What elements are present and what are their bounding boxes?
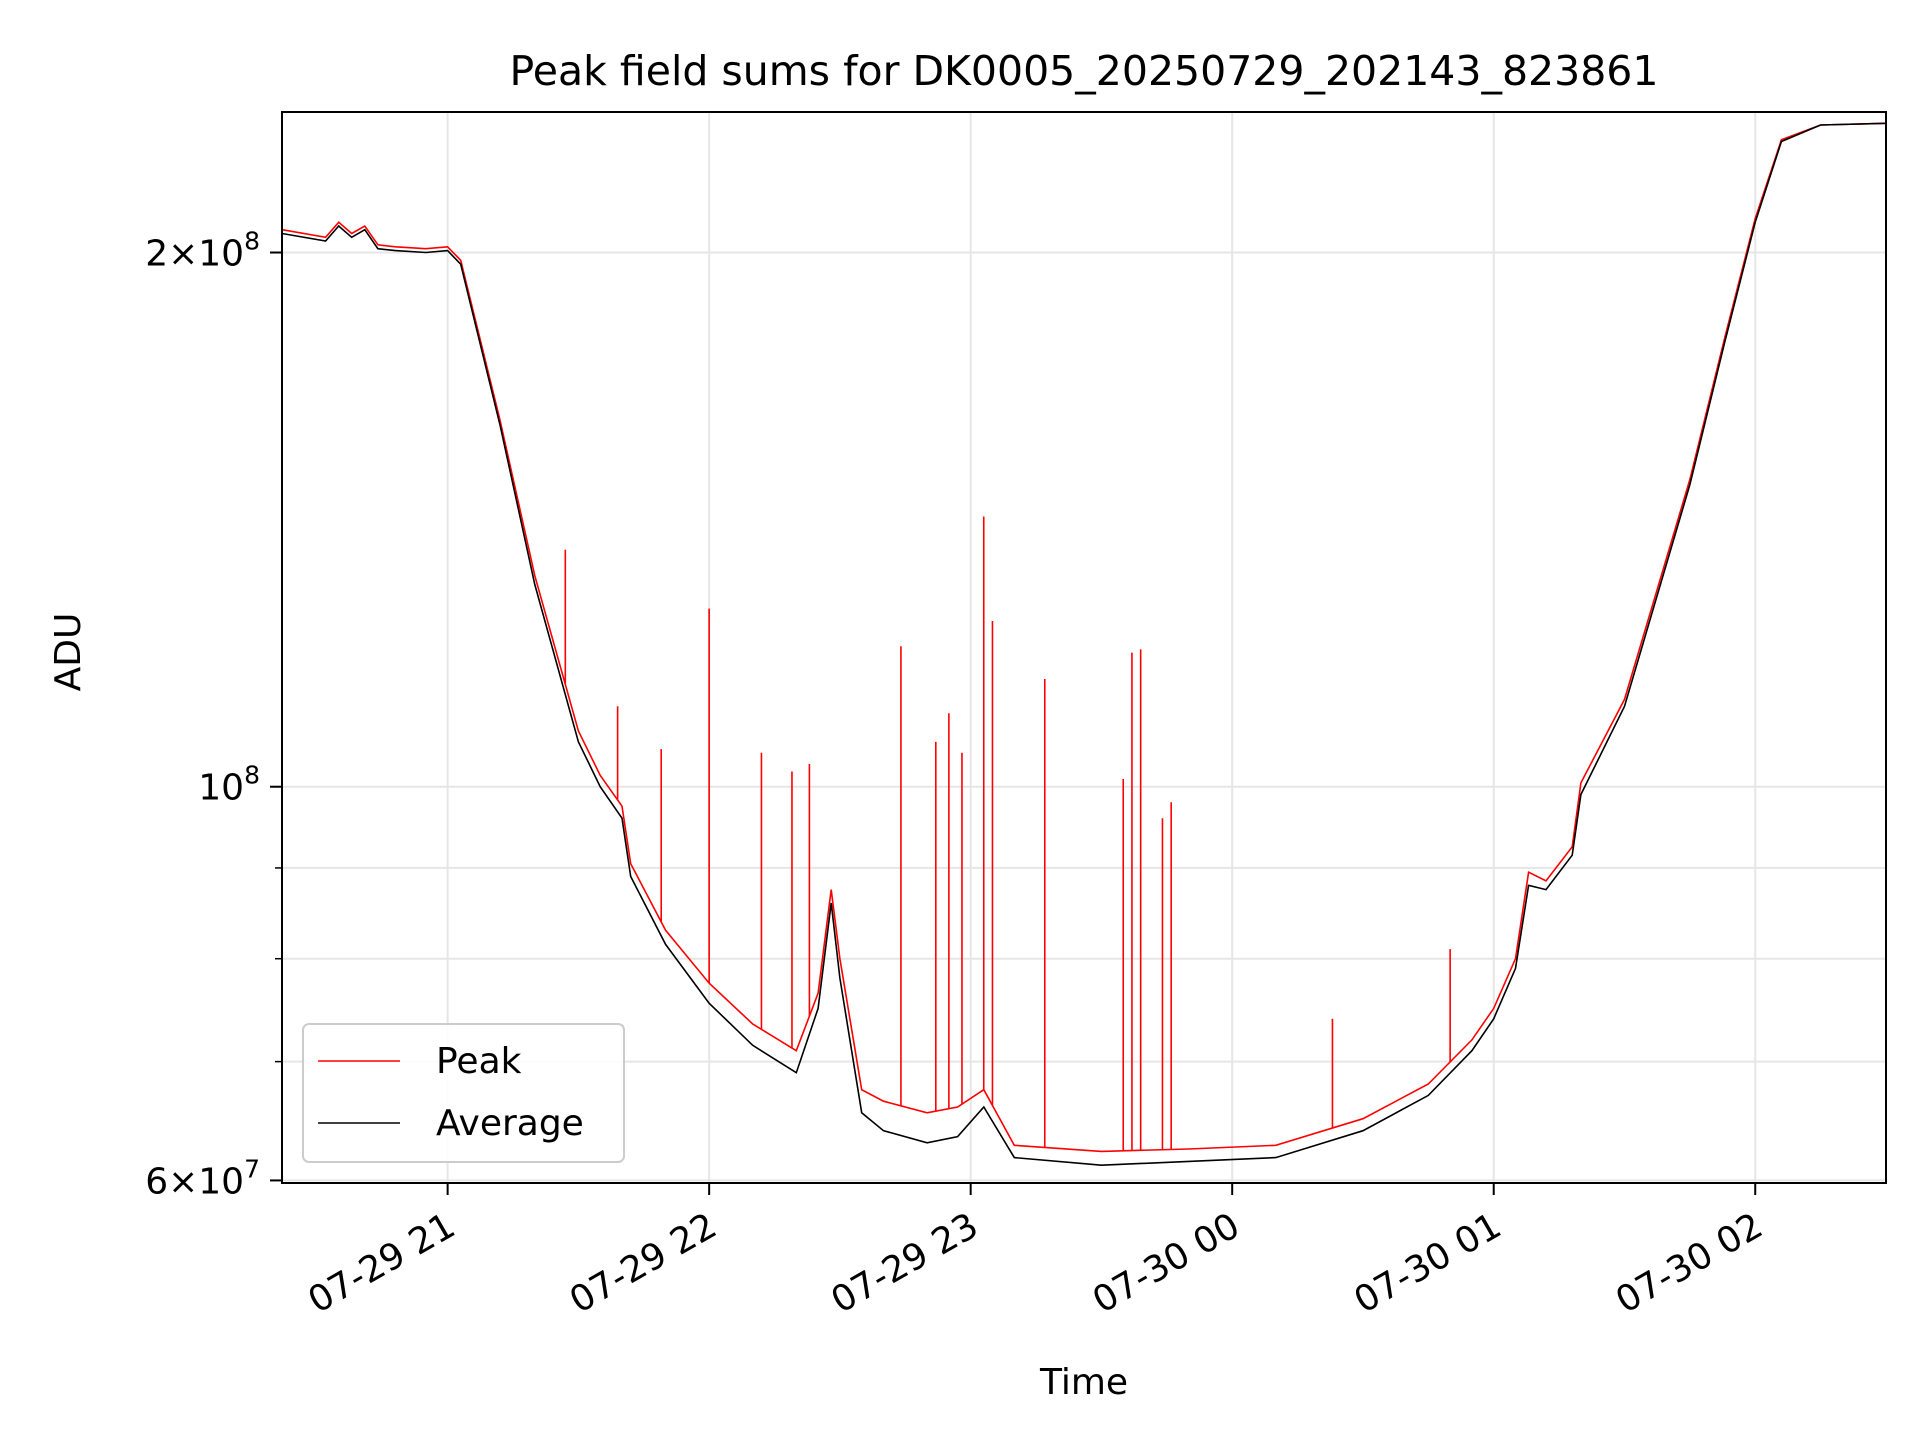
y-tick-label: 6×107: [145, 1154, 260, 1202]
chart-title: Peak field sums for DK0005_20250729_2021…: [510, 47, 1659, 95]
legend-box: [302, 1023, 625, 1163]
x-axis-label: Time: [1039, 1362, 1128, 1403]
legend: Peak Average: [302, 1023, 625, 1163]
series-line-average: [282, 122, 1886, 1167]
plot-frame: [281, 111, 1887, 1184]
series-line-peak: [282, 122, 1886, 1153]
y-tick-label: 108: [198, 761, 260, 809]
y-axis: 6×107 108 2×108: [145, 227, 282, 1202]
plot-area: [282, 122, 1886, 1167]
legend-label: Average: [436, 1103, 584, 1144]
y-tick-label: 2×108: [145, 227, 260, 275]
y-axis-label: ADU: [48, 613, 89, 692]
legend-label: Peak: [436, 1041, 522, 1082]
series-group: [282, 122, 1886, 1167]
